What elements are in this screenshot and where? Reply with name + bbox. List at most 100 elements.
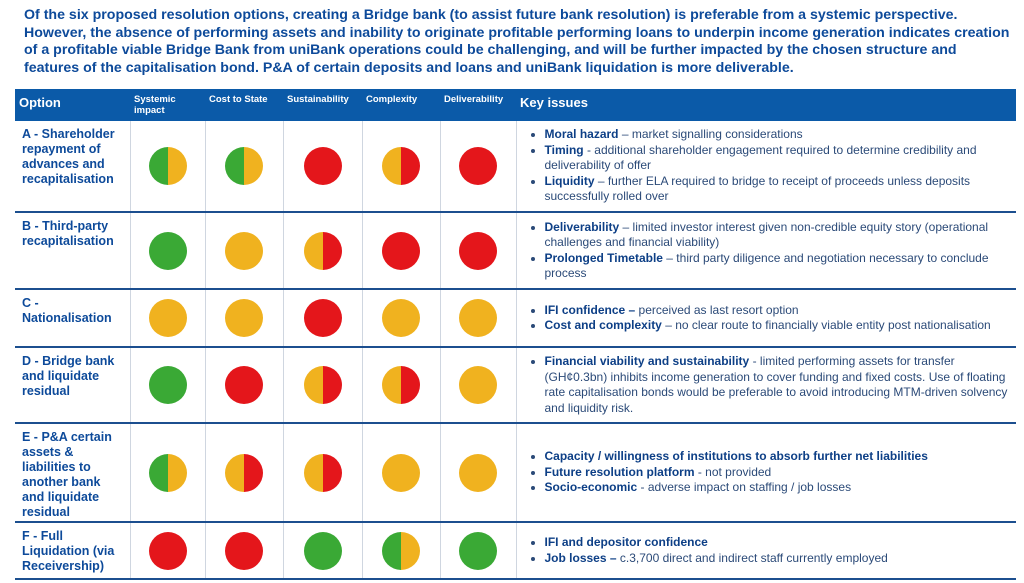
rating-dot (459, 231, 497, 270)
rating-cell (440, 347, 517, 424)
rating-icon (459, 231, 497, 270)
rating-dot (148, 231, 187, 270)
rating-dot (148, 531, 187, 570)
rating-icon (303, 531, 342, 570)
rating-icon (225, 231, 263, 270)
rating-cell (362, 289, 441, 348)
rating-dot (459, 366, 497, 404)
rating-dot (382, 453, 420, 492)
rating-icon (225, 453, 263, 492)
issue-item: IFI confidence – perceived as last resor… (545, 303, 1013, 319)
issue-list: IFI and depositor confidenceJob losses –… (521, 535, 1013, 566)
rating-half-left (303, 366, 323, 404)
issue-text: – further ELA required to bridge to rece… (544, 173, 971, 204)
rating-icon (382, 366, 420, 404)
rating-icon (225, 147, 263, 185)
column-header: Deliverability (440, 89, 516, 121)
key-issues: Moral hazard – market signalling conside… (516, 121, 1016, 213)
rating-half-right (322, 366, 342, 404)
option-label: F - Full Liquidation (via Receivership) (15, 522, 131, 580)
rating-half-right (322, 231, 342, 270)
issue-term: Capacity / willingness of institutions t… (544, 449, 928, 464)
table-row: D - Bridge bank and liquidate residual Fi… (15, 347, 1016, 424)
rating-dot (459, 531, 497, 570)
issue-term: Cost and complexity (544, 318, 662, 332)
issue-text: – third party diligence and negotiation … (544, 250, 989, 281)
issue-text: - not provided (694, 464, 772, 479)
rating-icon (148, 366, 187, 404)
rating-icon (382, 531, 420, 570)
issue-term: Prolonged Timetable (544, 250, 663, 265)
issue-term: Socio-economic (544, 480, 638, 495)
rating-cell (205, 121, 284, 213)
issue-text: – no clear route to financially viable e… (661, 318, 991, 332)
rating-half-left (303, 453, 323, 492)
rating-cell (362, 212, 441, 290)
rating-icon (459, 299, 497, 337)
issue-list: Deliverability – limited investor intere… (521, 220, 1013, 282)
issue-text: – limited investor interest given non-cr… (544, 219, 989, 250)
key-issues: Deliverability – limited investor intere… (516, 212, 1016, 290)
rating-half-left (382, 366, 401, 404)
rating-cell (440, 423, 517, 523)
rating-icon (148, 147, 187, 185)
rating-cell (205, 423, 284, 523)
key-issues: Financial viability and sustainability -… (516, 347, 1016, 424)
rating-cell (130, 423, 206, 523)
rating-half-right (401, 366, 420, 404)
key-issues: IFI confidence – perceived as last resor… (516, 289, 1016, 348)
issue-text: - adverse impact on staffing / job losse… (637, 480, 852, 495)
rating-half-right (401, 531, 420, 570)
column-header: Key issues (516, 89, 1016, 121)
issue-term: IFI and depositor confidence (544, 535, 708, 549)
option-label: B - Third-party recapitalisation (15, 212, 131, 290)
column-header: Systemic impact (130, 89, 205, 121)
rating-cell (130, 212, 206, 290)
issue-item: Capacity / willingness of institutions t… (545, 449, 1013, 465)
rating-half-left (148, 147, 168, 185)
rating-cell (362, 347, 441, 424)
issue-term: Liquidity (544, 173, 595, 188)
header-row: Option Systemic impact Cost to State Sustai… (15, 89, 1016, 121)
table-row: A - Shareholder repayment of advances an… (15, 121, 1016, 213)
issue-term: Moral hazard (544, 127, 619, 142)
column-header: Complexity (362, 89, 440, 121)
rating-cell (283, 121, 363, 213)
rating-half-left (148, 453, 168, 492)
rating-cell (362, 522, 441, 580)
intro-text: Of the six proposed resolution options, … (24, 7, 1010, 76)
rating-cell (205, 522, 284, 580)
rating-half-left (225, 453, 244, 492)
rating-icon (303, 453, 342, 492)
issue-item: Financial viability and sustainability -… (545, 354, 1013, 416)
option-label: E - P&A certain assets & liabilities to … (15, 423, 131, 523)
rating-dot (225, 299, 263, 337)
rating-dot (303, 531, 342, 570)
issue-term: Future resolution platform (544, 464, 695, 479)
table-row: F - Full Liquidation (via Receivership) I… (15, 522, 1016, 580)
rating-cell (362, 121, 441, 213)
issue-item: Job losses – c.3,700 direct and indirect… (545, 551, 1013, 567)
rating-icon (459, 453, 497, 492)
issue-list: Capacity / willingness of institutions t… (521, 449, 1013, 496)
rating-icon (148, 453, 187, 492)
rating-icon (303, 147, 342, 185)
rating-cell (283, 347, 363, 424)
issue-term: Job losses – (544, 550, 617, 565)
rating-cell (440, 522, 517, 580)
rating-half-right (244, 453, 263, 492)
rating-icon (382, 231, 420, 270)
rating-cell (205, 347, 284, 424)
issue-text: perceived as last resort option (635, 302, 799, 317)
rating-icon (148, 531, 187, 570)
issue-list: Moral hazard – market signalling conside… (521, 127, 1013, 205)
key-issues: Capacity / willingness of institutions t… (516, 423, 1016, 523)
table-row: B - Third-party recapitalisation Delivera… (15, 212, 1016, 290)
rating-cell (283, 289, 363, 348)
rating-half-right (244, 147, 263, 185)
rating-dot (225, 366, 263, 404)
rating-cell (130, 289, 206, 348)
table-body: A - Shareholder repayment of advances an… (15, 121, 1016, 580)
rating-dot (148, 366, 187, 404)
